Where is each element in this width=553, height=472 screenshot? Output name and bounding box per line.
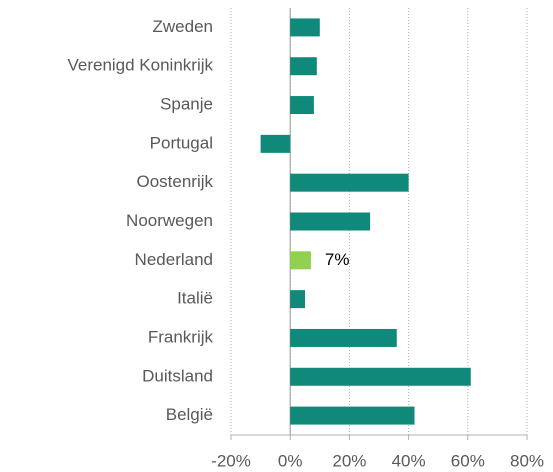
bar [290,328,397,347]
y-tick-label: Spanje [160,95,213,114]
bar [290,57,317,76]
x-tick-label: 40% [392,451,426,470]
bar [290,96,314,115]
y-tick-label: België [166,405,213,424]
x-tick-label: 60% [451,451,485,470]
y-tick-label: Italië [177,289,213,308]
data-label: 7% [325,250,350,269]
y-tick-label: Duitsland [142,366,213,385]
y-tick-label: Zweden [153,17,213,36]
y-tick-label: Nederland [135,250,213,269]
y-tick-label: Frankrijk [148,327,214,346]
bar [290,251,311,270]
bar [290,212,371,231]
x-tick-label: 80% [510,451,544,470]
bar [290,406,415,425]
bar [260,134,291,153]
x-tick-label: -20% [211,451,251,470]
bar [290,18,320,37]
y-tick-label: Verenigd Koninkrijk [67,56,213,75]
bar [290,173,409,192]
y-tick-label: Portugal [150,133,213,152]
x-tick-label: 20% [332,451,366,470]
y-tick-label: Noorwegen [126,211,213,230]
y-tick-label: Oostenrijk [136,172,213,191]
x-tick-label: 0% [278,451,303,470]
bar [290,290,305,309]
bar [290,367,471,386]
